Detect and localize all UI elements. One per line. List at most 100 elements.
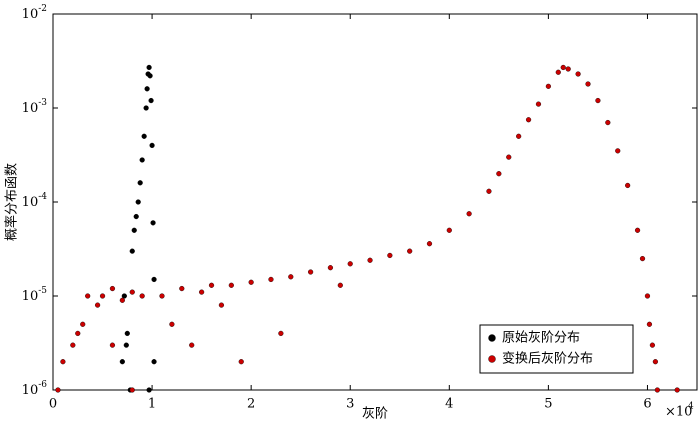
data-point <box>649 342 656 348</box>
data-point <box>218 302 225 308</box>
legend-box <box>479 324 634 374</box>
data-point <box>109 285 116 292</box>
data-point <box>644 293 651 299</box>
data-point <box>119 359 125 365</box>
data-point <box>151 276 157 283</box>
data-point <box>555 69 561 75</box>
data-point <box>347 261 353 267</box>
x-tick-label: 0 <box>49 397 57 412</box>
data-point <box>147 73 153 79</box>
x-tick-label: 3 <box>346 397 354 412</box>
data-point <box>99 293 106 299</box>
x-tick-label: 5 <box>544 397 552 412</box>
legend-marker <box>488 334 496 342</box>
data-point <box>228 282 234 288</box>
data-point <box>278 330 284 337</box>
data-point <box>149 142 155 149</box>
data-point <box>308 269 314 275</box>
data-point <box>288 274 294 280</box>
y-tick-label: 10-5 <box>22 286 48 304</box>
data-point <box>109 342 116 348</box>
data-point <box>133 213 139 220</box>
data-point <box>121 293 127 299</box>
data-point <box>94 302 101 308</box>
data-point <box>575 71 581 77</box>
data-point <box>208 282 215 288</box>
data-point <box>144 86 150 92</box>
data-point <box>238 359 244 365</box>
data-point <box>615 148 621 154</box>
data-point <box>148 97 154 104</box>
data-point <box>179 285 185 292</box>
data-point <box>634 227 641 233</box>
data-point <box>199 289 205 295</box>
x-tick-label: 2 <box>247 397 255 412</box>
data-point <box>141 133 147 139</box>
data-point <box>646 321 653 327</box>
legend-label: 变换后灰阶分布 <box>502 351 593 367</box>
data-point <box>55 387 61 393</box>
data-point <box>625 182 631 189</box>
data-point <box>129 289 135 295</box>
data-point <box>535 101 542 107</box>
data-point <box>70 342 76 348</box>
y-tick-label: 10-6 <box>22 380 48 398</box>
data-point <box>80 321 86 327</box>
data-point <box>169 321 175 327</box>
data-point <box>248 279 254 285</box>
data-point <box>143 105 149 111</box>
x-tick-label: 4 <box>445 397 453 412</box>
data-point <box>131 227 137 233</box>
data-point <box>560 64 566 71</box>
data-point <box>135 199 141 205</box>
data-point <box>124 330 130 337</box>
data-point <box>585 81 591 87</box>
legend-label: 原始灰阶分布 <box>502 331 580 346</box>
data-point <box>525 117 532 123</box>
x-multiplier-exp: 4 <box>688 402 694 412</box>
data-point <box>506 154 512 160</box>
data-point <box>407 248 413 254</box>
data-point <box>367 257 373 263</box>
x-tick-label: 6 <box>643 397 651 412</box>
y-tick-label: 10-2 <box>22 4 47 22</box>
data-point <box>466 211 472 217</box>
x-tick-label: 1 <box>148 397 156 412</box>
data-point <box>486 188 492 194</box>
data-point <box>129 387 135 393</box>
data-point <box>327 265 334 271</box>
data-point <box>150 220 156 226</box>
data-point <box>337 282 343 288</box>
data-point <box>595 97 601 104</box>
data-point <box>268 276 274 283</box>
data-point <box>137 180 143 186</box>
data-point <box>516 133 522 139</box>
x-axis-title: 灰阶 <box>362 407 388 422</box>
data-point <box>387 252 393 259</box>
data-point <box>151 359 157 365</box>
data-point <box>652 359 658 365</box>
data-point <box>85 293 91 299</box>
data-point <box>654 387 660 393</box>
y-tick-label: 10-4 <box>22 192 48 210</box>
data-point <box>139 157 145 163</box>
data-point <box>129 248 135 254</box>
data-point <box>565 66 571 72</box>
data-point <box>674 387 680 393</box>
data-point <box>639 255 646 262</box>
data-point <box>146 387 152 393</box>
y-axis-title: 概率分布函数 <box>4 163 20 241</box>
x-multiplier: ×10 <box>665 405 692 420</box>
legend-marker <box>488 355 496 363</box>
data-point <box>60 359 66 365</box>
data-point <box>496 171 502 177</box>
data-point <box>446 227 452 233</box>
data-point <box>545 83 551 89</box>
data-point <box>75 330 81 337</box>
data-point <box>605 119 611 126</box>
data-point <box>123 342 129 348</box>
data-point <box>139 293 145 299</box>
data-point <box>146 64 152 71</box>
data-point <box>159 293 165 299</box>
